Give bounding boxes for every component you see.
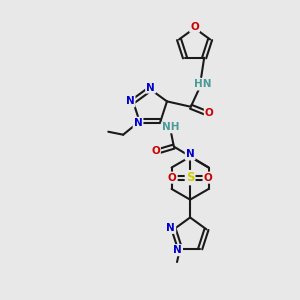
Text: O: O (151, 146, 160, 156)
Text: N: N (146, 82, 155, 93)
Text: O: O (168, 172, 177, 183)
Text: NH: NH (162, 122, 180, 132)
Text: S: S (186, 171, 194, 184)
Text: N: N (134, 118, 142, 128)
Text: N: N (167, 223, 175, 233)
Text: N: N (186, 149, 194, 160)
Text: O: O (205, 108, 214, 118)
Text: O: O (190, 22, 199, 32)
Text: N: N (126, 96, 134, 106)
Text: HN: HN (194, 80, 211, 89)
Text: O: O (204, 172, 212, 183)
Text: N: N (173, 245, 182, 255)
